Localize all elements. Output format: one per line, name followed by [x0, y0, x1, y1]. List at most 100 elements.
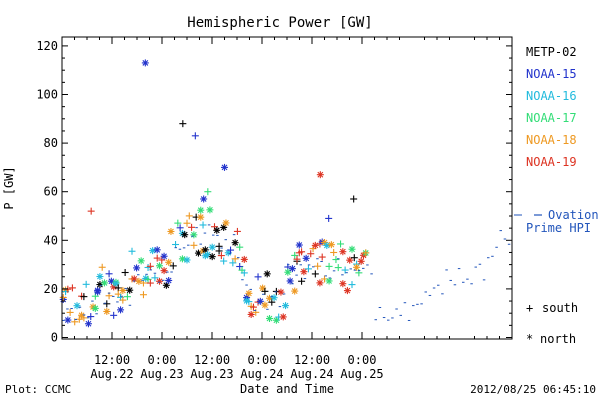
north-data-point	[279, 313, 287, 321]
north-data-point	[137, 257, 145, 265]
south-data-point	[199, 221, 207, 229]
legend-entry: METP-02	[526, 45, 577, 59]
south-data-point	[179, 120, 187, 128]
north-data-point	[245, 289, 253, 297]
legend-entry: NOAA-17	[526, 111, 577, 125]
south-data-point	[330, 248, 338, 256]
x-tick-time: 12:00	[294, 353, 330, 367]
south-marker-label: south	[542, 301, 578, 315]
south-data-point	[188, 223, 196, 231]
north-data-point	[142, 274, 150, 282]
south-data-point	[146, 262, 154, 270]
south-data-point	[261, 287, 269, 295]
north-data-point	[339, 248, 347, 256]
x-tick-date: Aug.24	[290, 367, 333, 381]
south-data-point	[304, 265, 312, 273]
north-data-point	[119, 286, 127, 294]
south-data-point	[217, 252, 225, 260]
north-marker-label: north	[540, 332, 576, 346]
north-data-point	[311, 241, 319, 249]
x-tick-time: 0:00	[248, 353, 277, 367]
north-data-point	[323, 241, 331, 249]
south-data-point	[153, 254, 161, 262]
north-data-point	[64, 316, 72, 324]
north-data-point	[325, 277, 333, 285]
south-data-point	[325, 214, 333, 222]
south-data-point	[348, 281, 356, 289]
x-tick-date: Aug.24	[240, 367, 283, 381]
x-tick-time: 12:00	[194, 353, 230, 367]
north-data-point	[165, 258, 173, 266]
north-data-point	[103, 307, 111, 315]
north-data-point	[135, 277, 143, 285]
north-data-point	[270, 294, 278, 302]
data-marks	[59, 59, 511, 328]
north-data-point	[200, 195, 208, 203]
legend-entry: NOAA-18	[526, 133, 577, 147]
north-data-point	[156, 262, 163, 270]
north-data-point	[91, 304, 99, 312]
south-data-point	[211, 223, 218, 231]
north-data-point	[357, 257, 365, 265]
south-data-point	[311, 270, 319, 278]
south-data-point	[123, 293, 131, 301]
y-tick-label: 80	[44, 136, 58, 150]
south-data-point	[233, 227, 241, 235]
north-data-point	[112, 280, 120, 288]
x-tick-time: 12:00	[94, 353, 130, 367]
north-data-point	[141, 59, 149, 67]
north-data-point	[348, 245, 356, 253]
north-data-point	[126, 286, 134, 294]
north-data-point	[353, 263, 361, 271]
legend-entry: NOAA-15	[526, 67, 577, 81]
south-data-point	[176, 224, 184, 232]
south-data-point	[298, 248, 306, 256]
x-tick-time: 0:00	[348, 353, 377, 367]
south-data-point	[119, 296, 127, 304]
x-axis-label: Date and Time	[240, 382, 334, 396]
north-data-point	[167, 227, 175, 235]
south-data-point	[103, 300, 111, 308]
north-data-point	[190, 231, 198, 239]
north-data-point	[181, 231, 189, 239]
south-data-point	[68, 284, 76, 292]
south-data-point	[249, 303, 257, 311]
north-data-point	[339, 280, 347, 288]
plot-frame	[61, 36, 513, 340]
north-data-point	[133, 264, 141, 272]
south-data-point	[110, 311, 118, 319]
north-data-point	[153, 246, 161, 254]
north-data-point	[266, 315, 273, 323]
south-data-point	[146, 279, 154, 287]
south-data-point	[293, 255, 301, 263]
north-data-point	[316, 279, 324, 287]
y-axis-ticks: 0 20 40 60 80 100 120	[36, 39, 512, 345]
south-data-point	[350, 254, 358, 262]
x-axis-ticks: 12:00Aug.220:00Aug.2312:00Aug.230:00Aug.…	[74, 37, 500, 381]
legend-entry: NOAA-19	[526, 155, 577, 169]
south-data-point	[139, 291, 147, 299]
south-data-point	[169, 262, 177, 270]
south-data-point	[291, 251, 299, 259]
y-tick-label: 60	[44, 185, 58, 199]
north-data-point	[291, 287, 299, 295]
north-data-point	[346, 256, 354, 264]
north-data-point	[343, 287, 351, 295]
legend: METP-02 NOAA-15 NOAA-16 NOAA-17 NOAA-18 NOAA-…	[526, 45, 577, 169]
legend-entry: NOAA-16	[526, 89, 577, 103]
south-data-point	[87, 207, 95, 215]
north-data-point	[156, 277, 163, 285]
south-marker-symbol: +	[526, 301, 533, 315]
south-data-point	[82, 280, 90, 288]
marker-legend: + south * north	[526, 301, 578, 346]
south-data-point	[185, 212, 193, 220]
north-data-point	[302, 254, 310, 262]
south-data-point	[128, 247, 136, 255]
south-data-point	[325, 262, 333, 270]
north-data-point	[206, 206, 214, 214]
south-data-point	[204, 188, 212, 196]
north-data-point	[149, 247, 157, 255]
south-data-point	[298, 277, 306, 285]
y-tick-label: 40	[44, 233, 58, 247]
north-data-point	[197, 213, 205, 221]
